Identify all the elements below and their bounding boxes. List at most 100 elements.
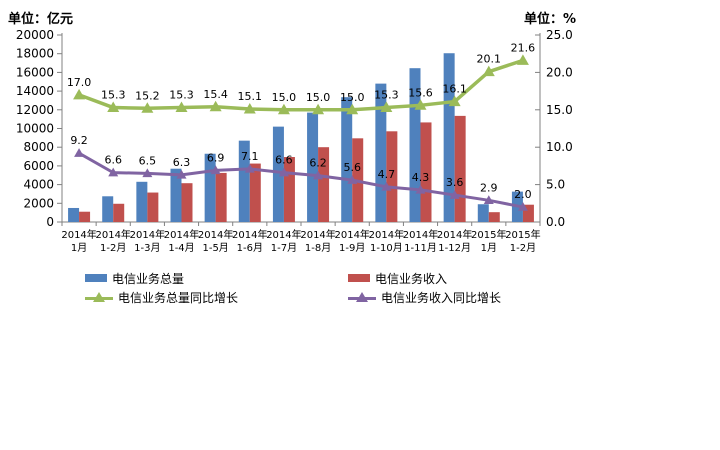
triangle-marker-1-1 [108, 167, 119, 177]
x-label-month: 1-10月 [370, 242, 403, 254]
legend-label-volume: 电信业务总量 [112, 271, 185, 286]
legend-label-revenue-growth: 电信业务收入同比增长 [381, 290, 502, 305]
data-label-0-8: 15.0 [340, 91, 365, 104]
data-label-0-11: 16.1 [442, 83, 467, 96]
bar-0-11 [443, 53, 455, 222]
x-label-year: 2014年 [369, 228, 404, 241]
left-axis-unit-label: 单位：亿元 [8, 12, 74, 27]
data-label-0-9: 15.3 [374, 89, 399, 102]
x-label-month: 1-3月 [134, 242, 160, 254]
right-axis-tick-label: 0.0 [546, 215, 565, 229]
data-label-1-8: 5.6 [343, 161, 361, 174]
left-axis-tick-label: 12000 [16, 103, 54, 117]
triangle-marker-0-0 [73, 88, 86, 100]
data-label-1-10: 4.3 [412, 171, 430, 184]
triangle-marker-1-6 [278, 167, 289, 177]
data-label-1-4: 6.9 [207, 151, 225, 164]
trend-line-1 [78, 151, 524, 209]
combo-chart-plot: 0 2000 4000 6000 8000 10000 12000 14000 16000 180… [16, 28, 573, 254]
bar-1-13 [522, 204, 534, 222]
x-label-month: 1月 [481, 242, 497, 254]
x-label-year: 2014年 [300, 228, 335, 241]
bar-1-7 [318, 147, 330, 222]
bar-0-5 [238, 140, 250, 222]
bar-1-2 [147, 192, 159, 222]
bar-1-6 [283, 157, 295, 222]
legend-label-volume-growth: 电信业务总量同比增长 [118, 290, 239, 305]
triangle-marker-1-11 [449, 190, 460, 199]
bar-0-8 [341, 97, 353, 222]
legend-swatch-revenue-icon [348, 274, 370, 282]
left-axis-tick-label: 18000 [16, 47, 54, 61]
left-axis-tick-label: 14000 [16, 84, 54, 98]
x-label-month: 1-6月 [237, 242, 263, 254]
data-label-1-3: 6.3 [173, 156, 191, 169]
triangle-marker-1-5 [244, 163, 255, 173]
right-axis-unit-label: 单位：% [524, 12, 577, 27]
left-axis-tick-label: 16000 [16, 65, 54, 79]
triangle-marker-0-11 [448, 95, 461, 107]
triangle-marker-0-13 [516, 54, 529, 65]
right-axis-tick-label: 25.0 [546, 28, 573, 42]
bar-1-12 [488, 212, 500, 222]
bar-1-11 [454, 115, 466, 222]
x-label-year: 2014年 [403, 228, 438, 241]
x-label-month: 1-5月 [202, 242, 228, 254]
data-label-0-5: 15.1 [238, 90, 263, 103]
x-label-year: 2015年 [505, 228, 540, 241]
right-axis-tick-label: 20.0 [546, 65, 573, 79]
x-label-year: 2014年 [437, 228, 472, 241]
x-label-year: 2014年 [95, 228, 130, 241]
chart-legend: 电信业务总量 电信业务收入 电信业务总量同比增长 电信业务收入同比增长 [0, 268, 720, 310]
triangle-marker-0-6 [277, 103, 290, 115]
data-label-1-1: 6.6 [104, 154, 122, 167]
bar-0-10 [409, 68, 421, 222]
left-axis-tick-label: 8000 [23, 140, 54, 154]
x-label-month: 1-2月 [100, 242, 126, 254]
triangle-marker-0-10 [414, 99, 427, 110]
triangle-marker-1-8 [347, 175, 358, 184]
right-axis-tick-label: 5.0 [546, 178, 565, 192]
data-label-1-0: 9.2 [70, 134, 88, 147]
bar-0-0 [68, 207, 80, 222]
x-label-month: 1-8月 [305, 242, 331, 254]
x-label-month: 1月 [71, 242, 87, 254]
data-label-0-7: 15.0 [306, 91, 331, 104]
bar-0-9 [375, 83, 387, 223]
triangle-marker-1-0 [74, 148, 85, 157]
bar-0-2 [136, 181, 148, 222]
bar-1-1 [113, 203, 125, 222]
x-label-month: 1-2月 [510, 242, 536, 254]
data-label-0-4: 15.4 [203, 88, 228, 101]
legend-swatch-volume-icon [85, 274, 107, 282]
data-label-1-6: 6.6 [275, 154, 293, 167]
x-label-year: 2015年 [471, 228, 506, 241]
legend-label-revenue: 电信业务收入 [375, 271, 448, 286]
x-label-year: 2014年 [61, 228, 96, 241]
bar-0-6 [272, 126, 284, 222]
triangle-marker-1-9 [381, 181, 392, 191]
triangle-marker-1-12 [483, 195, 494, 205]
x-label-year: 2014年 [232, 228, 267, 241]
legend-line-triangle-volume-growth-icon [85, 291, 113, 304]
x-label-month: 1-12月 [438, 242, 471, 254]
bar-1-9 [386, 131, 398, 222]
trend-line-0 [78, 58, 524, 112]
triangle-marker-0-8 [346, 103, 359, 115]
triangle-marker-1-3 [176, 169, 187, 179]
triangle-marker-1-4 [210, 165, 221, 175]
left-axis-tick-label: 6000 [23, 159, 54, 173]
data-label-1-12: 2.9 [480, 181, 498, 194]
data-label-1-7: 6.2 [309, 157, 327, 170]
x-label-month: 1-7月 [271, 242, 297, 254]
bar-1-3 [181, 183, 193, 222]
bar-1-5 [249, 163, 261, 222]
triangle-marker-0-2 [141, 102, 154, 113]
data-label-0-1: 15.3 [101, 89, 126, 102]
data-label-0-13: 21.6 [511, 41, 536, 54]
left-axis-tick-label: 10000 [16, 122, 54, 136]
left-axis-tick-label: 0 [46, 215, 54, 229]
triangle-marker-0-1 [107, 101, 120, 113]
legend-item-volume: 电信业务总量 [85, 270, 184, 286]
legend-item-volume-growth: 电信业务总量同比增长 [85, 289, 238, 305]
